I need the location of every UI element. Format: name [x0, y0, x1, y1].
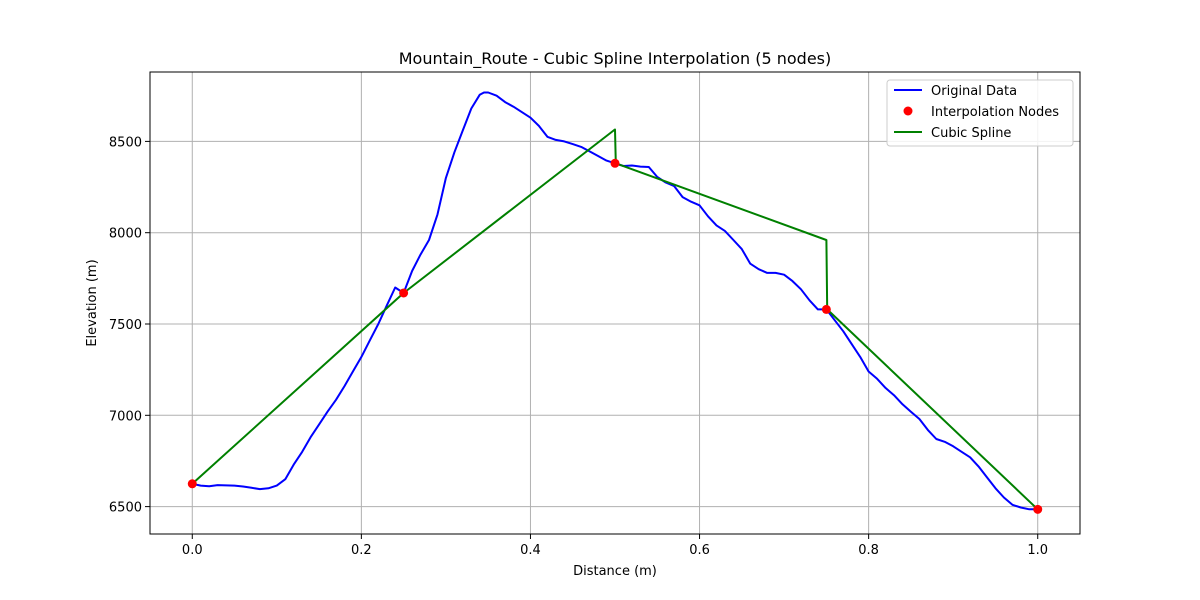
- y-tick-label: 7000: [109, 409, 142, 424]
- legend-label-original-data: Original Data: [931, 84, 1017, 99]
- interpolation-node-point: [1033, 504, 1043, 514]
- y-tick-label: 6500: [109, 501, 142, 516]
- x-tick-label: 0.0: [182, 543, 203, 558]
- x-tick-label: 1.0: [1027, 543, 1048, 558]
- interpolation-node-point: [187, 479, 197, 489]
- x-axis-label: Distance (m): [573, 564, 657, 579]
- interpolation-node-point: [399, 288, 409, 298]
- y-tick-label: 8000: [109, 227, 142, 242]
- y-tick-label: 8500: [109, 135, 142, 150]
- x-tick-label: 0.6: [689, 543, 710, 558]
- y-axis-label: Elevation (m): [85, 259, 100, 346]
- legend: Original Data Interpolation Nodes Cubic …: [886, 79, 1074, 147]
- chart-title: Mountain_Route - Cubic Spline Interpolat…: [399, 49, 832, 69]
- legend-swatch-interpolation-nodes: [903, 106, 913, 116]
- legend-label-interpolation-nodes: Interpolation Nodes: [931, 105, 1059, 120]
- interpolation-node-point: [610, 158, 620, 168]
- x-tick-label: 0.4: [520, 543, 541, 558]
- y-tick-label: 7500: [109, 318, 142, 333]
- legend-box: [886, 79, 1074, 147]
- axes: [149, 71, 1081, 535]
- x-tick-label: 0.2: [351, 543, 372, 558]
- plot-frame: [149, 71, 1081, 535]
- series-layer: [187, 91, 1043, 514]
- x-tick-label: 0.8: [858, 543, 879, 558]
- ticks: 0.0 0.2 0.4 0.6 0.8 1.0 6500 7000 7500 8000 8500: [109, 135, 1048, 558]
- interpolation-node-point: [821, 304, 831, 314]
- legend-label-cubic-spline: Cubic Spline: [931, 126, 1011, 141]
